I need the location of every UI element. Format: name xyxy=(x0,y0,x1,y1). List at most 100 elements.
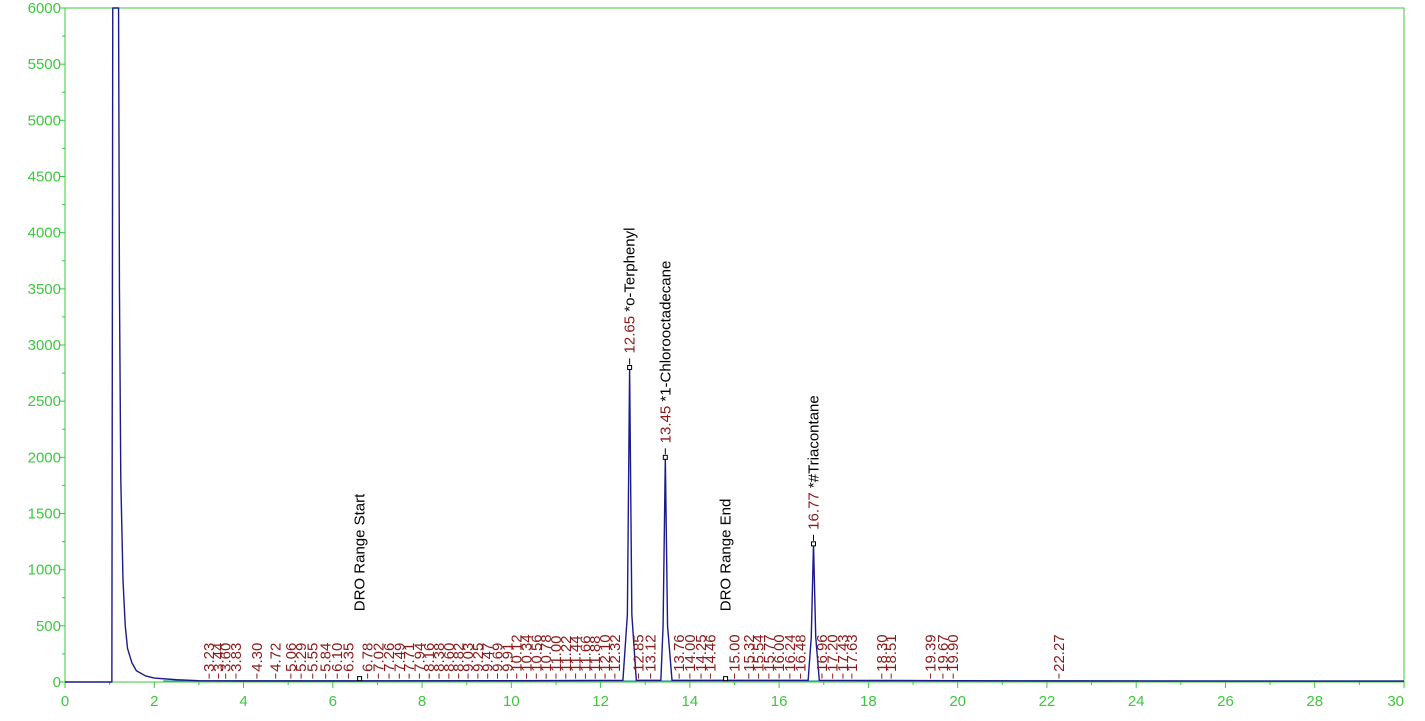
peak-rt-label: 7.02 xyxy=(370,643,387,672)
y-tick-label: 2000 xyxy=(28,449,61,466)
peak-rt-label: 5.55 xyxy=(305,643,322,672)
peak-rt-label: 12.32 xyxy=(607,634,624,672)
y-tick-label: 6000 xyxy=(28,0,61,17)
peak-rt-label: 6.78 xyxy=(360,643,377,672)
peak-rt-label: 5.29 xyxy=(293,643,310,672)
peak-rt-label: 16.96 xyxy=(814,634,831,672)
x-tick-label: 6 xyxy=(329,693,337,710)
peak-apex-marker xyxy=(627,364,633,370)
x-tick-label: 4 xyxy=(239,693,247,710)
peak-rt-label: 19.67 xyxy=(935,634,952,672)
named-peak-rt: 12.65 xyxy=(622,312,639,354)
x-tick-label: 28 xyxy=(1306,693,1323,710)
x-tick-label: 16 xyxy=(771,693,788,710)
peak-rt-label: 10.78 xyxy=(538,634,555,672)
peak-rt-label: 9.91 xyxy=(499,643,516,672)
peak-rt-label: 5.06 xyxy=(283,643,300,672)
peak-rt-label: 14.00 xyxy=(682,634,699,672)
x-tick-label: 26 xyxy=(1217,693,1234,710)
peak-rt-label: 15.54 xyxy=(751,634,768,672)
peak-rt-label: 8.16 xyxy=(421,643,438,672)
y-tick-label: 4500 xyxy=(28,169,61,186)
named-peak-label: 16.77 *#Triacontane xyxy=(806,395,823,530)
peak-rt-label: 9.69 xyxy=(489,643,506,672)
range-marker xyxy=(723,676,729,682)
x-tick-label: 2 xyxy=(150,693,158,710)
peak-rt-label: 4.72 xyxy=(268,643,285,672)
range-marker xyxy=(357,676,363,682)
named-peak-label: 13.45 *1-Chlorooctadecane xyxy=(657,261,674,444)
peak-rt-label: 7.26 xyxy=(381,643,398,672)
peak-rt-label: 8.82 xyxy=(451,643,468,672)
peak-rt-label: 9.47 xyxy=(480,643,497,672)
named-peak-rt: 16.77 xyxy=(806,488,823,530)
y-tick-label: 1000 xyxy=(28,562,61,579)
x-tick-label: 20 xyxy=(949,693,966,710)
peak-labels: 3.233.443.603.83 4.30 4.725.065.295.555.84… xyxy=(201,228,1068,672)
y-tick-label: 500 xyxy=(36,618,61,635)
peak-rt-label: 8.60 xyxy=(441,643,458,672)
named-peak-name: *o-Terphenyl xyxy=(622,228,639,312)
peak-rt-label: 6.35 xyxy=(340,643,357,672)
x-tick-label: 10 xyxy=(503,693,520,710)
y-tick-label: 4000 xyxy=(28,225,61,242)
series-line xyxy=(65,7,1405,683)
peak-rt-label: 11.22 xyxy=(558,635,575,671)
y-tick-label: 5000 xyxy=(28,112,61,129)
range-marker-label: DRO Range Start xyxy=(352,493,369,611)
peak-rt-label: 3.83 xyxy=(228,643,245,672)
peak-rt-label: 16.48 xyxy=(793,634,810,672)
chart-axes: 0 500 1000 1500 2000 2500 3000 3500 4000 4500 5000… xyxy=(28,0,1405,710)
x-tick-label: 30 xyxy=(1387,693,1404,710)
peak-apex-marker xyxy=(662,454,668,460)
y-tick-label: 3500 xyxy=(28,281,61,298)
y-tick-label: 5500 xyxy=(28,56,61,73)
x-tick-label: 0 xyxy=(61,693,69,710)
peak-rt-label: 9.25 xyxy=(470,643,487,672)
peak-rt-label: 5.84 xyxy=(318,643,335,672)
peak-rt-label: 17.20 xyxy=(825,634,842,672)
peak-rt-label: 18.30 xyxy=(874,634,891,672)
peak-rt-label: 10.34 xyxy=(519,634,536,672)
peak-rt-label: 12.85 xyxy=(631,634,648,672)
peak-rt-label: 15.00 xyxy=(727,634,744,672)
named-peak-rt: 13.45 xyxy=(657,402,674,444)
x-tick-label: 12 xyxy=(592,693,609,710)
peak-rt-label: 6.10 xyxy=(329,643,346,672)
peak-rt-label: 19.39 xyxy=(922,634,939,672)
peak-rt-label: 10.56 xyxy=(528,634,545,672)
x-tick-label: 24 xyxy=(1128,693,1145,710)
peak-rt-label: 17.63 xyxy=(844,634,861,672)
y-tick-label: 1500 xyxy=(28,506,61,523)
named-peak-name: *1-Chlorooctadecane xyxy=(657,261,674,402)
peak-rt-label: 14.25 xyxy=(693,634,710,672)
x-tick-label: 8 xyxy=(418,693,426,710)
peak-rt-label: 16.24 xyxy=(782,634,799,672)
peak-rt-label: 4.30 xyxy=(249,643,266,672)
chromatogram-trace xyxy=(65,7,1405,683)
y-tick-label: 2500 xyxy=(28,393,61,410)
peak-rt-label: 18.51 xyxy=(883,634,900,672)
peak-rt-label: 14.46 xyxy=(702,634,719,672)
peak-rt-label: 3.23 xyxy=(201,643,218,672)
peak-rt-label: 11.00 xyxy=(548,635,565,671)
peak-rt-label: 7.94 xyxy=(411,643,428,672)
peak-rt-label: 12.10 xyxy=(597,634,614,672)
peak-rt-label: 8.38 xyxy=(431,643,448,672)
named-peak-label: 12.65 *o-Terphenyl xyxy=(622,228,639,354)
x-tick-label: 18 xyxy=(860,693,877,710)
range-marker-label: DRO Range End xyxy=(718,499,735,612)
y-tick-label: 3000 xyxy=(28,337,61,354)
peak-rt-label: 7.49 xyxy=(391,643,408,672)
peak-rt-label: 13.12 xyxy=(643,634,660,672)
peak-rt-label: 3.60 xyxy=(218,643,235,672)
peak-rt-label: 15.77 xyxy=(761,634,778,672)
peak-rt-label: 7.71 xyxy=(401,643,418,672)
peak-rt-label: 11.88 xyxy=(587,635,604,671)
peak-rt-label: 9.03 xyxy=(460,643,477,672)
peak-rt-label: 13.76 xyxy=(671,634,688,672)
peak-markers xyxy=(208,358,1060,682)
peak-rt-label: 16.00 xyxy=(771,634,788,672)
peak-rt-label: 19.90 xyxy=(945,634,962,672)
